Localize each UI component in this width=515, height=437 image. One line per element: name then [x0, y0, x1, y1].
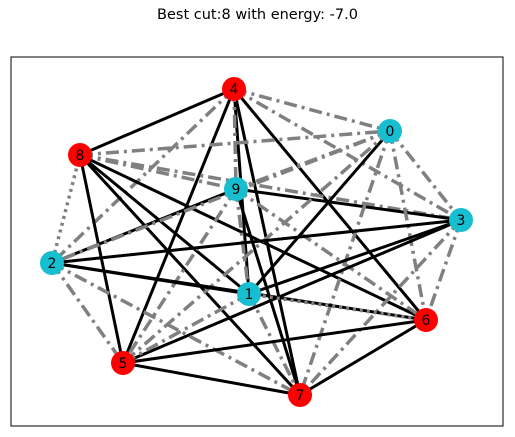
edge-4-3	[233, 87, 462, 222]
node-circle-3	[449, 208, 473, 232]
edge-4-0	[233, 87, 391, 133]
node-9: 9	[224, 177, 248, 201]
edge-8-2	[50, 154, 82, 264]
edge-9-6	[235, 187, 427, 322]
edge-4-7	[232, 88, 302, 396]
edge-4-6	[232, 88, 428, 321]
node-3: 3	[449, 208, 473, 232]
edge-4-2	[50, 87, 236, 265]
node-circle-7	[288, 383, 312, 407]
node-5: 5	[111, 351, 135, 375]
edge-0-2	[51, 129, 391, 265]
node-circle-8	[68, 143, 92, 167]
node-circle-0	[378, 119, 402, 143]
edge-0-1	[247, 130, 392, 295]
plot-frame	[10, 56, 504, 427]
node-label-0: 0	[386, 124, 395, 140]
node-layer: 0 1 2 3 4 5 6 7 8 9	[40, 77, 473, 407]
node-7: 7	[288, 383, 312, 407]
edge-9-3	[235, 187, 462, 222]
node-4: 4	[222, 77, 246, 101]
edge-7-6	[299, 318, 427, 397]
edge-5-6	[122, 318, 427, 365]
node-8: 8	[68, 143, 92, 167]
edge-9-5	[121, 188, 238, 364]
node-label-4: 4	[230, 82, 239, 98]
edge-3-1	[248, 218, 462, 296]
figure-title: Best cut:8 with energy: -7.0	[157, 7, 358, 23]
edge-layer	[50, 87, 463, 397]
node-2: 2	[40, 251, 64, 275]
node-label-6: 6	[422, 313, 431, 329]
node-circle-4	[222, 77, 246, 101]
edge-4-9	[232, 88, 238, 190]
edge-0-3	[388, 129, 463, 222]
node-label-2: 2	[48, 256, 57, 272]
edge-5-7	[122, 361, 301, 397]
edge-0-7	[298, 130, 392, 396]
edge-9-7	[234, 188, 302, 396]
edge-1-5	[122, 292, 250, 365]
edge-4-8	[79, 87, 235, 157]
edge-1-7	[247, 293, 302, 396]
node-circle-1	[237, 282, 261, 306]
node-label-1: 1	[245, 287, 254, 303]
edge-8-1	[79, 153, 250, 296]
edge-8-6	[79, 153, 427, 322]
node-circle-6	[414, 308, 438, 332]
node-label-3: 3	[457, 213, 466, 229]
edge-3-2	[51, 218, 462, 265]
node-label-7: 7	[296, 388, 305, 404]
node-1: 1	[237, 282, 261, 306]
edge-8-3	[79, 153, 462, 222]
edge-3-5	[122, 218, 462, 365]
node-label-5: 5	[119, 356, 128, 372]
edge-8-7	[78, 153, 302, 397]
node-label-9: 9	[232, 182, 241, 198]
edge-4-5	[121, 88, 236, 364]
node-circle-2	[40, 251, 64, 275]
edge-3-6	[424, 219, 463, 321]
node-circle-9	[224, 177, 248, 201]
node-label-8: 8	[76, 148, 85, 164]
node-0: 0	[378, 119, 402, 143]
node-circle-5	[111, 351, 135, 375]
edge-1-6	[248, 292, 427, 322]
edge-2-7	[51, 261, 301, 397]
node-6: 6	[414, 308, 438, 332]
edge-2-5	[50, 261, 125, 365]
edge-3-7	[298, 218, 463, 397]
